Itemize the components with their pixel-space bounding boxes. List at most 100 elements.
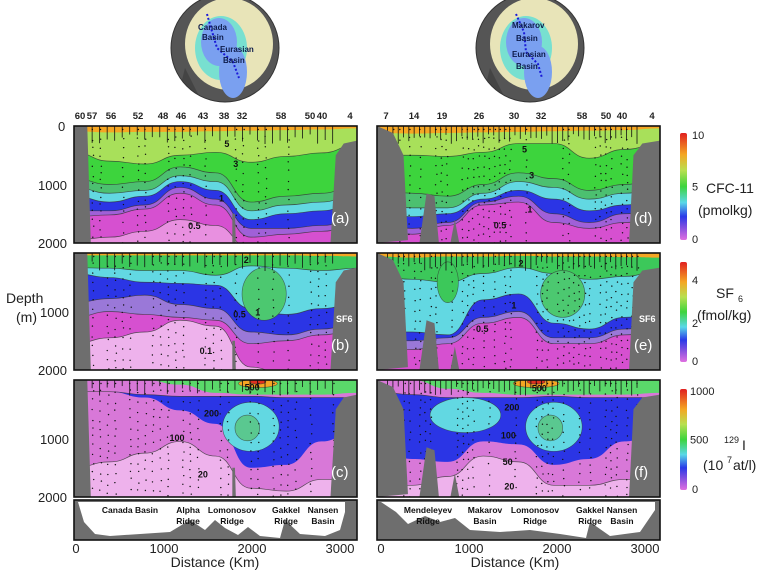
- contour-line: [74, 311, 357, 345]
- sample-point: [626, 470, 628, 472]
- sample-point: [273, 323, 275, 325]
- sample-point: [627, 452, 629, 454]
- sample-point: [482, 314, 485, 317]
- sample-point: [272, 417, 274, 420]
- contour-band: [377, 202, 660, 243]
- sample-point: [219, 306, 221, 308]
- contour-line: [74, 219, 239, 243]
- sample-point: [589, 276, 592, 279]
- sample-point: [100, 462, 103, 464]
- sample-point: [419, 136, 422, 138]
- sample-point: [424, 439, 427, 442]
- sample-point: [235, 157, 237, 159]
- sample-point: [568, 191, 571, 193]
- sample-point: [562, 147, 564, 150]
- sample-point: [167, 425, 169, 428]
- sample-point: [159, 273, 162, 275]
- sample-point: [589, 419, 591, 421]
- sample-point: [626, 217, 629, 219]
- sample-point: [477, 234, 480, 236]
- sample-point: [137, 470, 140, 473]
- sample-point: [467, 255, 469, 258]
- section-panel-b: 20.5 10.1 (b)SF6: [73, 252, 358, 371]
- sample-point: [235, 360, 237, 363]
- sample-point: [573, 363, 575, 365]
- sample-point: [152, 362, 154, 364]
- sample-point: [483, 265, 485, 267]
- sample-point: [167, 401, 169, 403]
- sample-point: [257, 191, 260, 193]
- sample-point: [583, 255, 586, 258]
- sample-point: [182, 148, 184, 150]
- sample-point: [288, 255, 290, 258]
- sample-point: [488, 168, 491, 170]
- sample-point: [404, 290, 406, 292]
- sample-point: [182, 349, 184, 352]
- bathymetry-feature-label: Ridge: [578, 516, 602, 526]
- sample-point: [258, 298, 260, 300]
- sample-point: [621, 255, 623, 258]
- sample-point: [462, 279, 465, 282]
- sample-point: [424, 382, 427, 385]
- sample-point: [556, 320, 559, 322]
- sample-point: [477, 128, 480, 131]
- sample-point: [605, 347, 607, 349]
- sample-point: [408, 192, 411, 194]
- sample-point: [324, 356, 326, 358]
- sample-point: [468, 229, 470, 232]
- sample-point: [92, 236, 94, 238]
- sample-point: [447, 155, 449, 158]
- sample-point: [114, 402, 117, 405]
- sample-point: [494, 323, 496, 326]
- sample-point: [436, 136, 438, 138]
- sample-point: [404, 382, 406, 385]
- sample-point: [482, 146, 485, 148]
- sample-point: [167, 138, 170, 141]
- sample-point: [174, 298, 176, 300]
- sample-point: [435, 202, 438, 204]
- sample-point: [579, 441, 581, 444]
- sample-point: [166, 436, 169, 438]
- sample-point: [122, 359, 124, 361]
- sample-point: [167, 478, 169, 481]
- sample-point: [573, 263, 575, 265]
- sample-point: [130, 255, 132, 258]
- sample-point: [616, 448, 618, 450]
- sample-point: [226, 449, 229, 451]
- sample-point: [204, 357, 206, 360]
- sample-point: [588, 338, 590, 340]
- sample-point: [563, 288, 565, 291]
- sample-point: [295, 436, 298, 439]
- sample-point: [553, 480, 555, 483]
- sample-point: [408, 233, 410, 236]
- x-tick-label: 3000: [631, 541, 660, 556]
- sample-point: [167, 453, 169, 455]
- sample-point: [287, 493, 289, 495]
- sample-point: [562, 458, 564, 461]
- sample-point: [205, 185, 207, 188]
- sample-point: [594, 187, 596, 189]
- sample-point: [137, 169, 140, 172]
- sample-point: [547, 403, 550, 405]
- sample-point: [99, 203, 101, 205]
- sample-point: [509, 168, 511, 171]
- sample-point: [332, 423, 334, 425]
- sample-point: [99, 389, 102, 392]
- sample-point: [160, 479, 163, 482]
- sample-point: [551, 490, 554, 492]
- sample-point: [144, 145, 146, 147]
- map-label: Basin: [202, 33, 224, 42]
- sample-point: [212, 351, 215, 354]
- sample-point: [578, 426, 581, 428]
- sample-point: [611, 316, 613, 319]
- sample-point: [419, 255, 421, 258]
- sample-point: [483, 137, 486, 140]
- sample-point: [573, 346, 575, 349]
- sample-point: [419, 320, 421, 323]
- sample-point: [509, 160, 511, 162]
- sample-point: [425, 420, 427, 422]
- sample-point: [594, 128, 597, 131]
- sample-point: [256, 493, 259, 496]
- sample-point: [547, 318, 549, 321]
